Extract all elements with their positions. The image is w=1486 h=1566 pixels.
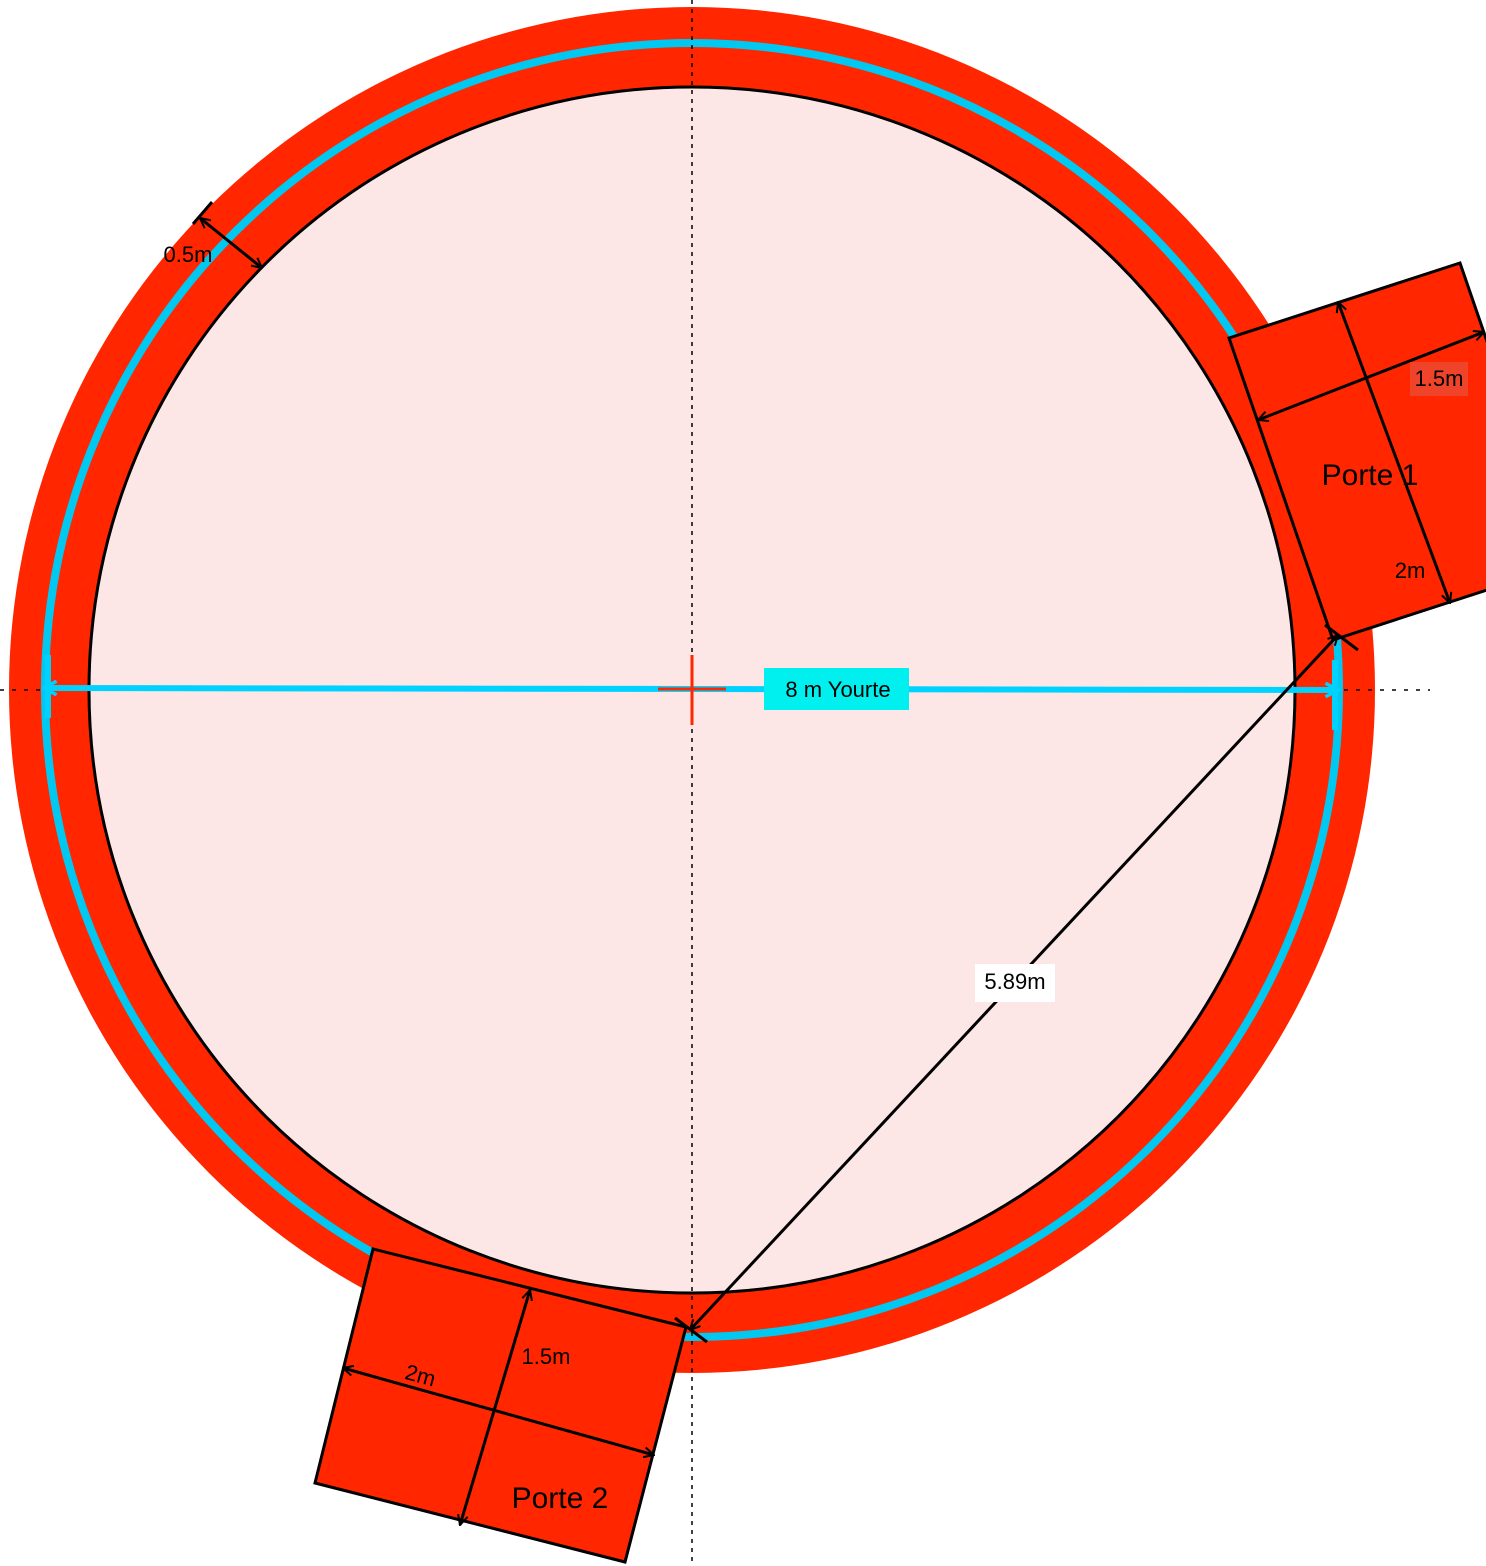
label-bg <box>975 964 1055 1002</box>
door-2-depth <box>343 1368 654 1455</box>
distance-label: 5.89m <box>984 969 1045 994</box>
door-2-width-label: 1.5m <box>522 1344 571 1369</box>
door-1-depth <box>1338 302 1450 603</box>
wall-dimension <box>200 218 262 268</box>
tick <box>191 201 214 225</box>
tick <box>674 1316 708 1344</box>
tick <box>1324 623 1359 652</box>
yurt-label: 8 m Yourte <box>785 677 890 702</box>
label-bg <box>1410 362 1468 396</box>
door-2-name: Porte 2 <box>512 1482 609 1515</box>
door-1-name: Porte 1 <box>1322 459 1419 492</box>
door-1-width-label: 1.5m <box>1415 366 1464 391</box>
door-1-depth-label: 2m <box>1395 558 1426 583</box>
wall-label: 0.5m <box>164 242 213 267</box>
